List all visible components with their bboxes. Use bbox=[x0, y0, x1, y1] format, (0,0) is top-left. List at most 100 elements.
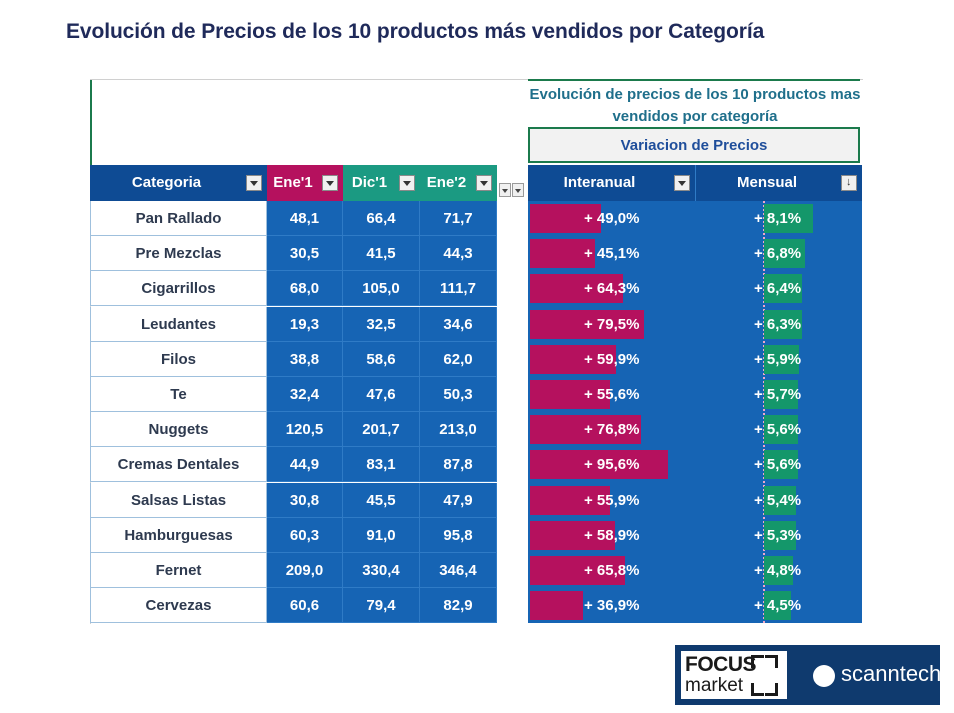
interanual-value: + 64,3% bbox=[584, 280, 640, 298]
mensual-value: + 5,6% bbox=[754, 421, 802, 439]
scanntech-icon bbox=[813, 665, 835, 687]
price-ene2-cell[interactable]: 111,7 bbox=[420, 271, 497, 307]
header-ene1: Ene'1 bbox=[267, 165, 343, 201]
interanual-value: + 58,9% bbox=[584, 526, 640, 544]
table-row: Filos 38,8 58,6 62,0 + 59,9% + 5,9% bbox=[90, 341, 862, 377]
price-ene2-cell[interactable]: 213,0 bbox=[420, 412, 497, 448]
price-ene2-cell[interactable]: 62,0 bbox=[420, 341, 497, 377]
category-cell[interactable]: Te bbox=[90, 377, 267, 412]
price-ene1-cell[interactable]: 60,3 bbox=[267, 517, 343, 553]
interanual-bar bbox=[530, 520, 615, 550]
filter-dropdown-interanual[interactable] bbox=[674, 175, 690, 191]
price-dic1-cell[interactable]: 47,6 bbox=[343, 377, 420, 412]
header-dic1-label: Dic'1 bbox=[351, 174, 388, 191]
price-ene2-cell[interactable]: 44,3 bbox=[420, 236, 497, 272]
header-categoria: Categoria bbox=[90, 165, 267, 201]
price-ene2-cell[interactable]: 82,9 bbox=[420, 588, 497, 624]
price-ene2-cell[interactable]: 71,7 bbox=[420, 201, 497, 236]
price-ene1-cell[interactable]: 30,8 bbox=[267, 482, 343, 518]
filter-dropdown-extra-2[interactable] bbox=[512, 183, 524, 197]
category-cell[interactable]: Pre Mezclas bbox=[90, 236, 267, 272]
price-ene2-cell[interactable]: 50,3 bbox=[420, 377, 497, 412]
table-row: Fernet 209,0 330,4 346,4 + 65,8% + 4,8% bbox=[90, 553, 862, 588]
price-ene1-cell[interactable]: 44,9 bbox=[267, 447, 343, 483]
filter-dropdown-ene2[interactable] bbox=[476, 175, 492, 191]
interanual-bar bbox=[530, 239, 595, 269]
category-cell[interactable]: Pan Rallado bbox=[90, 201, 267, 236]
mensual-value: + 5,6% bbox=[754, 456, 802, 474]
interanual-value: + 95,6% bbox=[584, 456, 640, 474]
mensual-bar bbox=[764, 274, 802, 304]
price-dic1-cell[interactable]: 83,1 bbox=[343, 447, 420, 483]
price-ene1-cell[interactable]: 60,6 bbox=[267, 588, 343, 624]
price-ene1-cell[interactable]: 48,1 bbox=[267, 201, 343, 236]
price-ene1-cell[interactable]: 120,5 bbox=[267, 412, 343, 448]
price-ene1-cell[interactable]: 209,0 bbox=[267, 553, 343, 588]
sort-dropdown-mensual[interactable] bbox=[841, 174, 857, 191]
corner-icon bbox=[751, 655, 764, 668]
filter-dropdown-extra-1[interactable] bbox=[499, 183, 511, 197]
category-cell[interactable]: Cervezas bbox=[90, 588, 267, 624]
price-ene1-cell[interactable]: 32,4 bbox=[267, 377, 343, 412]
interanual-value: + 55,6% bbox=[584, 386, 640, 403]
header-ene1-label: Ene'1 bbox=[273, 174, 313, 191]
header-interanual: Interanual bbox=[528, 165, 695, 201]
mensual-axis-line bbox=[763, 201, 765, 623]
price-ene2-cell[interactable]: 34,6 bbox=[420, 306, 497, 342]
price-dic1-cell[interactable]: 105,0 bbox=[343, 271, 420, 307]
price-dic1-cell[interactable]: 91,0 bbox=[343, 517, 420, 553]
table-row: Te 32,4 47,6 50,3 + 55,6% + 5,7% bbox=[90, 377, 862, 412]
interanual-value: + 59,9% bbox=[584, 350, 640, 368]
mensual-value: + 4,5% bbox=[754, 597, 802, 615]
price-ene2-cell[interactable]: 95,8 bbox=[420, 517, 497, 553]
frame-line-left bbox=[90, 80, 92, 165]
price-dic1-cell[interactable]: 330,4 bbox=[343, 553, 420, 588]
filter-dropdown-categoria[interactable] bbox=[246, 175, 262, 191]
focus-logo-text: FOCUS bbox=[685, 653, 757, 676]
filter-dropdown-dic1[interactable] bbox=[399, 175, 415, 191]
interanual-value: + 55,9% bbox=[584, 491, 640, 509]
price-dic1-cell[interactable]: 32,5 bbox=[343, 306, 420, 342]
price-ene2-cell[interactable]: 346,4 bbox=[420, 553, 497, 588]
category-cell[interactable]: Nuggets bbox=[90, 412, 267, 448]
price-ene1-cell[interactable]: 30,5 bbox=[267, 236, 343, 272]
mensual-value: + 5,7% bbox=[754, 386, 802, 403]
price-dic1-cell[interactable]: 79,4 bbox=[343, 588, 420, 624]
price-ene2-cell[interactable]: 47,9 bbox=[420, 482, 497, 518]
table-row: Nuggets 120,5 201,7 213,0 + 76,8% + 5,6% bbox=[90, 412, 862, 448]
price-ene1-cell[interactable]: 68,0 bbox=[267, 271, 343, 307]
category-cell[interactable]: Salsas Listas bbox=[90, 482, 267, 518]
filter-dropdown-ene1[interactable] bbox=[322, 175, 338, 191]
category-cell[interactable]: Cigarrillos bbox=[90, 271, 267, 307]
price-dic1-cell[interactable]: 66,4 bbox=[343, 201, 420, 236]
interanual-value: + 36,9% bbox=[584, 597, 640, 615]
price-ene1-cell[interactable]: 19,3 bbox=[267, 306, 343, 342]
interanual-bar bbox=[530, 344, 616, 374]
page-title: Evolución de Precios de los 10 productos… bbox=[66, 20, 765, 43]
category-cell[interactable]: Filos bbox=[90, 341, 267, 377]
mensual-value: + 6,3% bbox=[754, 315, 802, 333]
price-dic1-cell[interactable]: 201,7 bbox=[343, 412, 420, 448]
sheet-subtitle: Evolución de precios de los 10 productos… bbox=[525, 84, 865, 128]
mensual-bar bbox=[764, 344, 799, 374]
interanual-bar bbox=[530, 450, 668, 480]
corner-icon bbox=[751, 683, 764, 696]
variation-header: Variacion de Precios bbox=[528, 127, 860, 163]
price-ene2-cell[interactable]: 87,8 bbox=[420, 447, 497, 483]
header-dic1: Dic'1 bbox=[343, 165, 420, 201]
category-cell[interactable]: Hamburguesas bbox=[90, 517, 267, 553]
mensual-bar bbox=[764, 520, 796, 550]
scanntech-logo-text: scanntech bbox=[841, 661, 942, 686]
price-dic1-cell[interactable]: 58,6 bbox=[343, 341, 420, 377]
mensual-value: + 6,4% bbox=[754, 280, 802, 298]
interanual-value: + 65,8% bbox=[584, 562, 640, 579]
price-ene1-cell[interactable]: 38,8 bbox=[267, 341, 343, 377]
category-cell[interactable]: Leudantes bbox=[90, 306, 267, 342]
price-dic1-cell[interactable]: 45,5 bbox=[343, 482, 420, 518]
mensual-value: + 5,9% bbox=[754, 350, 802, 368]
interanual-value: + 76,8% bbox=[584, 421, 640, 439]
category-cell[interactable]: Cremas Dentales bbox=[90, 447, 267, 483]
header-categoria-label: Categoria bbox=[131, 174, 202, 191]
category-cell[interactable]: Fernet bbox=[90, 553, 267, 588]
price-dic1-cell[interactable]: 41,5 bbox=[343, 236, 420, 272]
